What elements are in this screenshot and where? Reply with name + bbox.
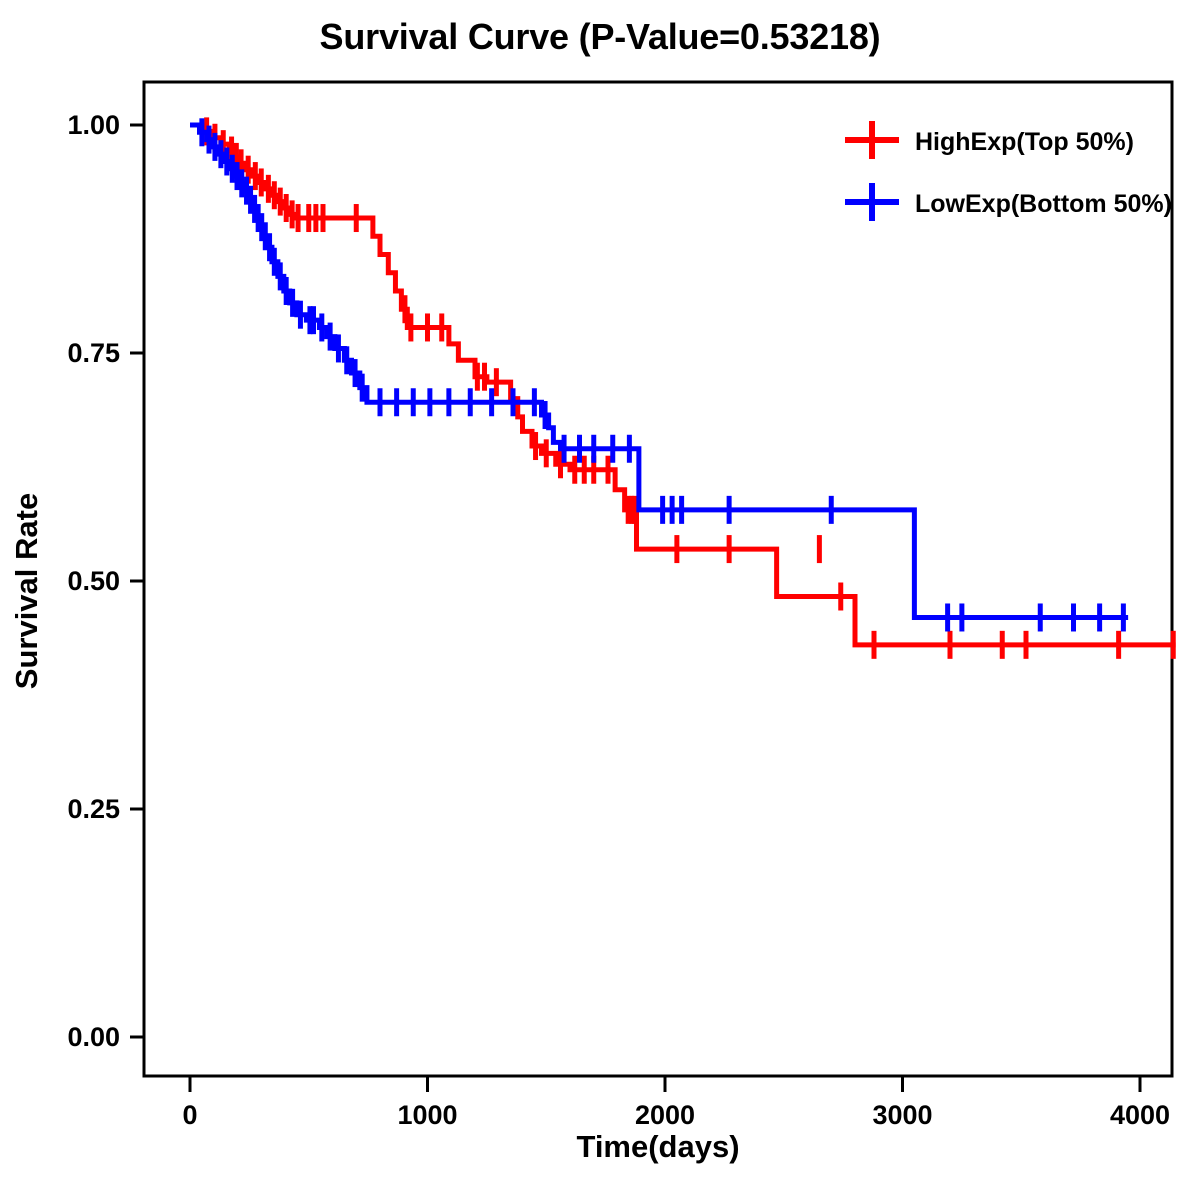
y-tick-label: 1.00 <box>67 110 120 140</box>
page-title: Survival Curve (P-Value=0.53218) <box>319 16 881 57</box>
y-axis-ticks: 0.00 0.25 0.50 0.75 1.00 <box>67 110 144 1052</box>
x-tick-label: 1000 <box>397 1100 457 1130</box>
y-tick-label: 0.50 <box>67 566 120 596</box>
x-tick-label: 0 <box>182 1100 197 1130</box>
x-tick-label: 4000 <box>1110 1100 1170 1130</box>
x-tick-label: 3000 <box>872 1100 932 1130</box>
y-tick-label: 0.25 <box>67 794 120 824</box>
y-tick-label: 0.75 <box>67 338 120 368</box>
series-lowexp <box>190 118 1129 632</box>
series-highexp <box>190 117 1176 659</box>
chart-legend: HighExp(Top 50%) LowExp(Bottom 50%) <box>845 121 1172 221</box>
x-axis-label: Time(days) <box>576 1129 740 1164</box>
x-tick-label: 2000 <box>635 1100 695 1130</box>
legend-label: LowExp(Bottom 50%) <box>915 190 1172 218</box>
series-layer <box>190 117 1176 659</box>
x-axis-ticks: 0 1000 2000 3000 4000 <box>182 1076 1170 1130</box>
plot-panel-border <box>142 80 1174 1078</box>
y-tick-label: 0.00 <box>67 1022 120 1052</box>
legend-label: HighExp(Top 50%) <box>915 128 1134 156</box>
